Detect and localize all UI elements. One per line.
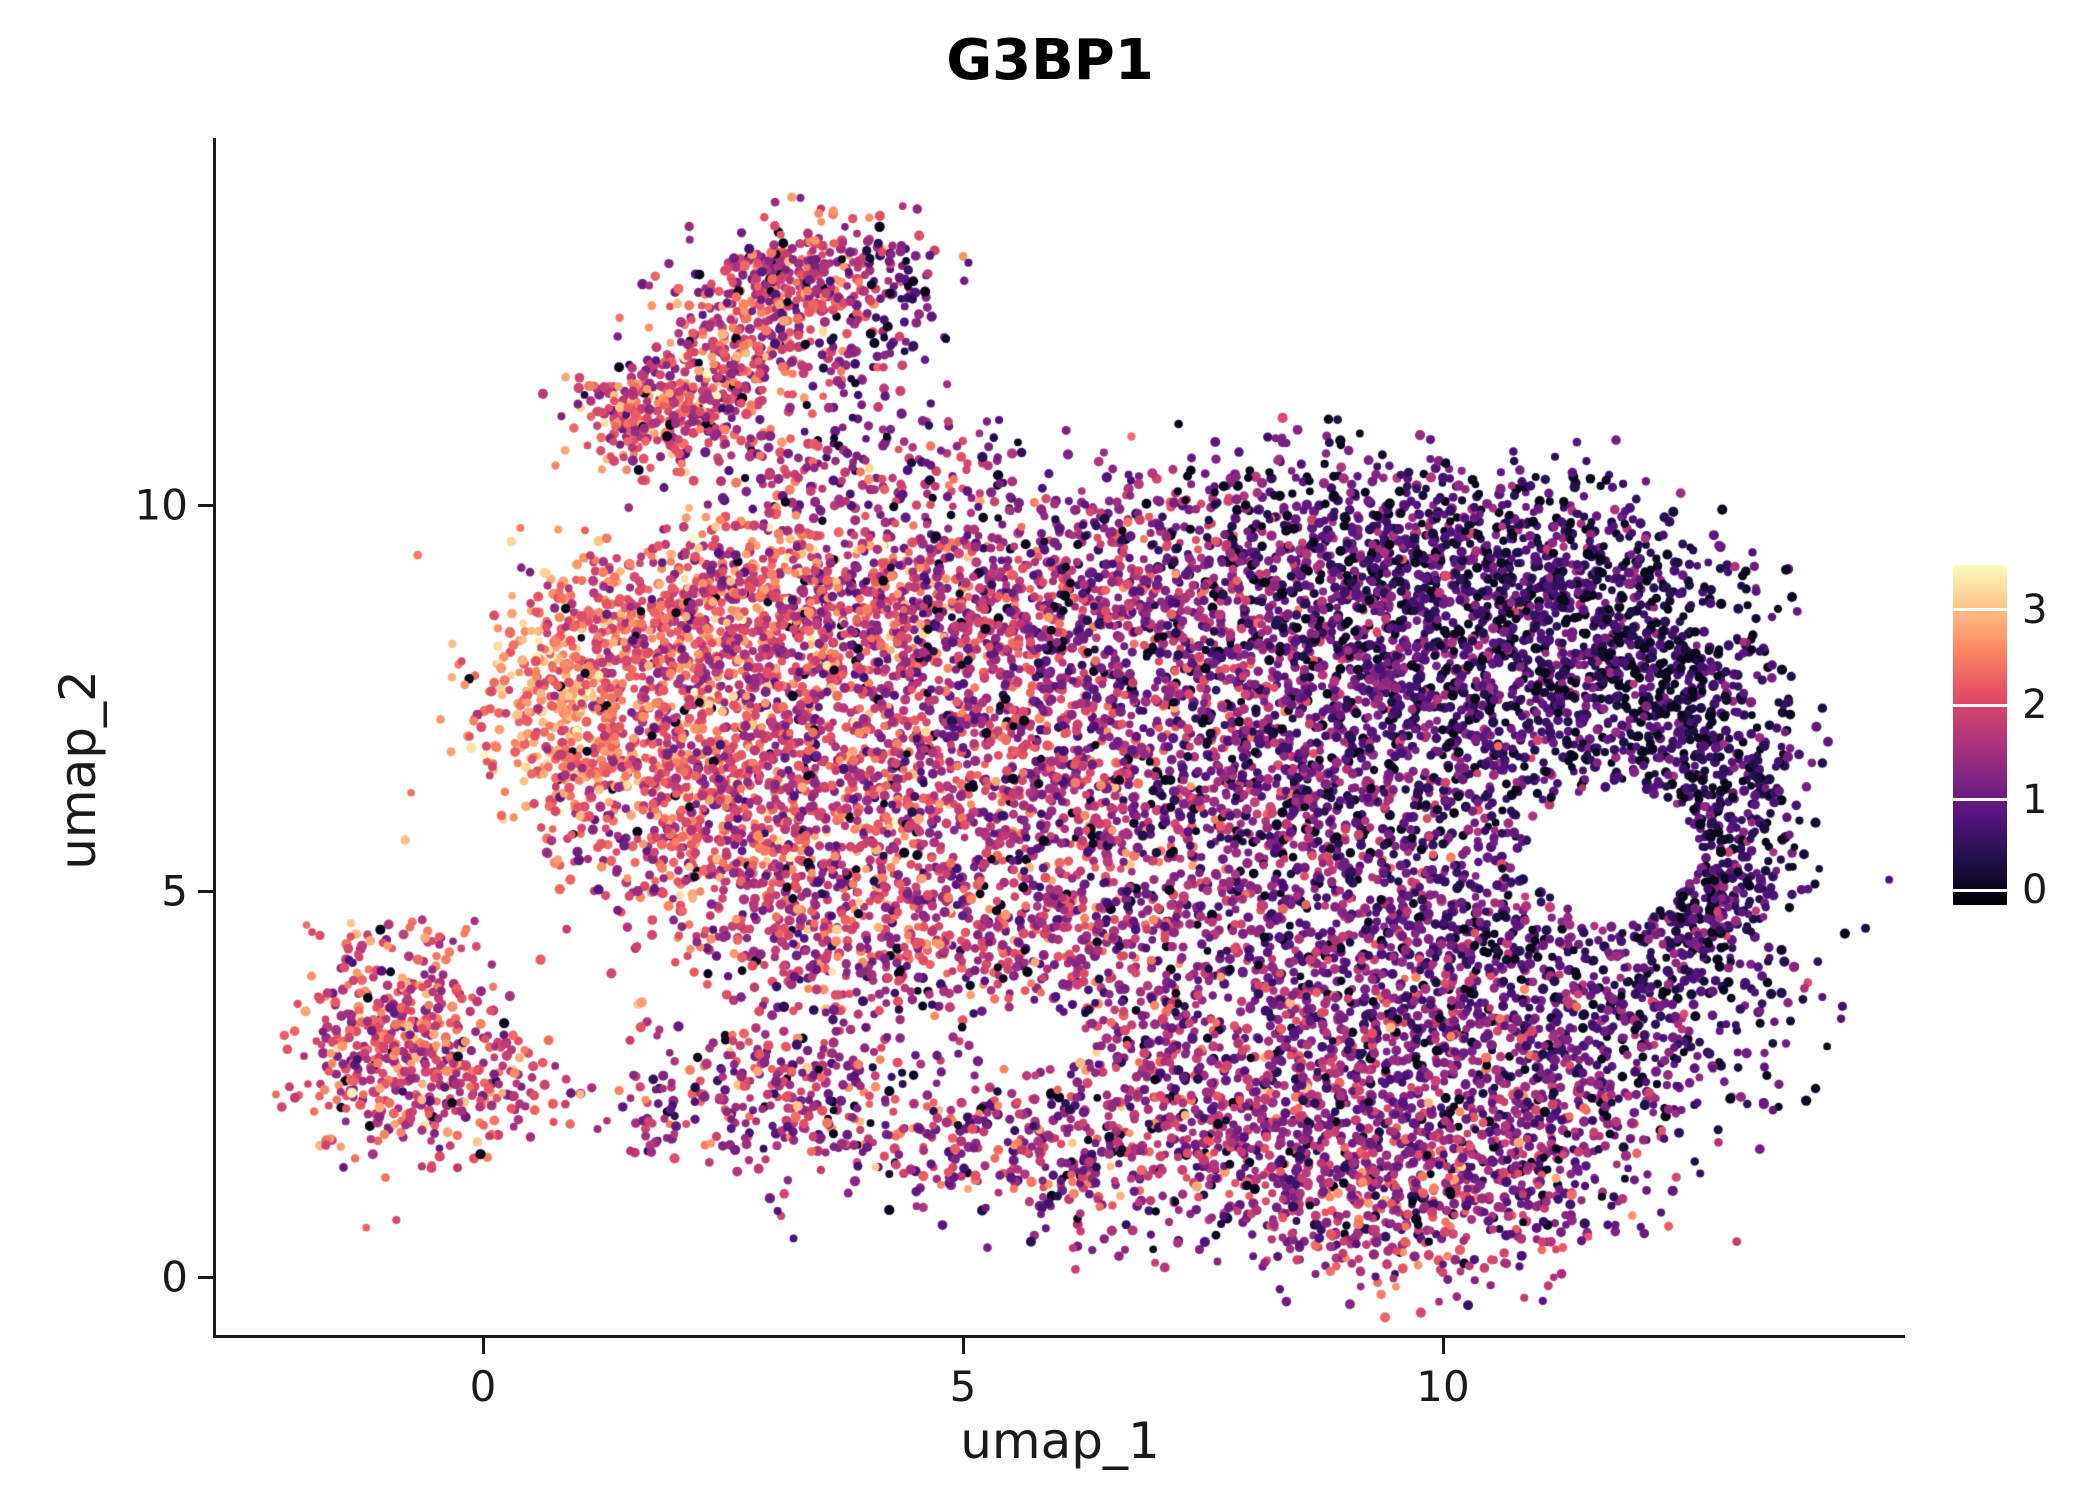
x-tick-label-0: 0	[469, 1362, 497, 1411]
colorbar-label-0: 0	[2022, 867, 2048, 914]
y-tick-0	[198, 1275, 214, 1279]
y-tick-label-5: 5	[161, 866, 188, 916]
x-tick-5	[961, 1338, 965, 1354]
colorbar-label-2: 2	[2022, 682, 2048, 729]
colorbar-tick-3	[1953, 608, 2007, 612]
x-tick-label-10: 10	[1416, 1362, 1470, 1411]
x-tick-10	[1441, 1338, 1445, 1354]
colorbar-label-3: 3	[2022, 586, 2048, 633]
y-tick-10	[198, 503, 214, 507]
x-tick-0	[481, 1338, 485, 1354]
colorbar-tick-2	[1953, 703, 2007, 707]
y-tick-label-10: 10	[134, 480, 188, 530]
x-axis-line	[213, 1335, 1905, 1338]
y-tick-5	[198, 889, 214, 893]
colorbar-tick-1	[1953, 798, 2007, 802]
x-axis-title: umap_1	[960, 1412, 1160, 1470]
colorbar-legend	[1953, 565, 2007, 905]
y-tick-label-0: 0	[161, 1252, 188, 1302]
y-axis-line	[213, 138, 216, 1338]
x-tick-label-5: 5	[949, 1362, 977, 1411]
colorbar-label-1: 1	[2022, 776, 2048, 823]
colorbar-tick-0	[1953, 888, 2007, 892]
y-axis-title: umap_2	[49, 670, 107, 870]
